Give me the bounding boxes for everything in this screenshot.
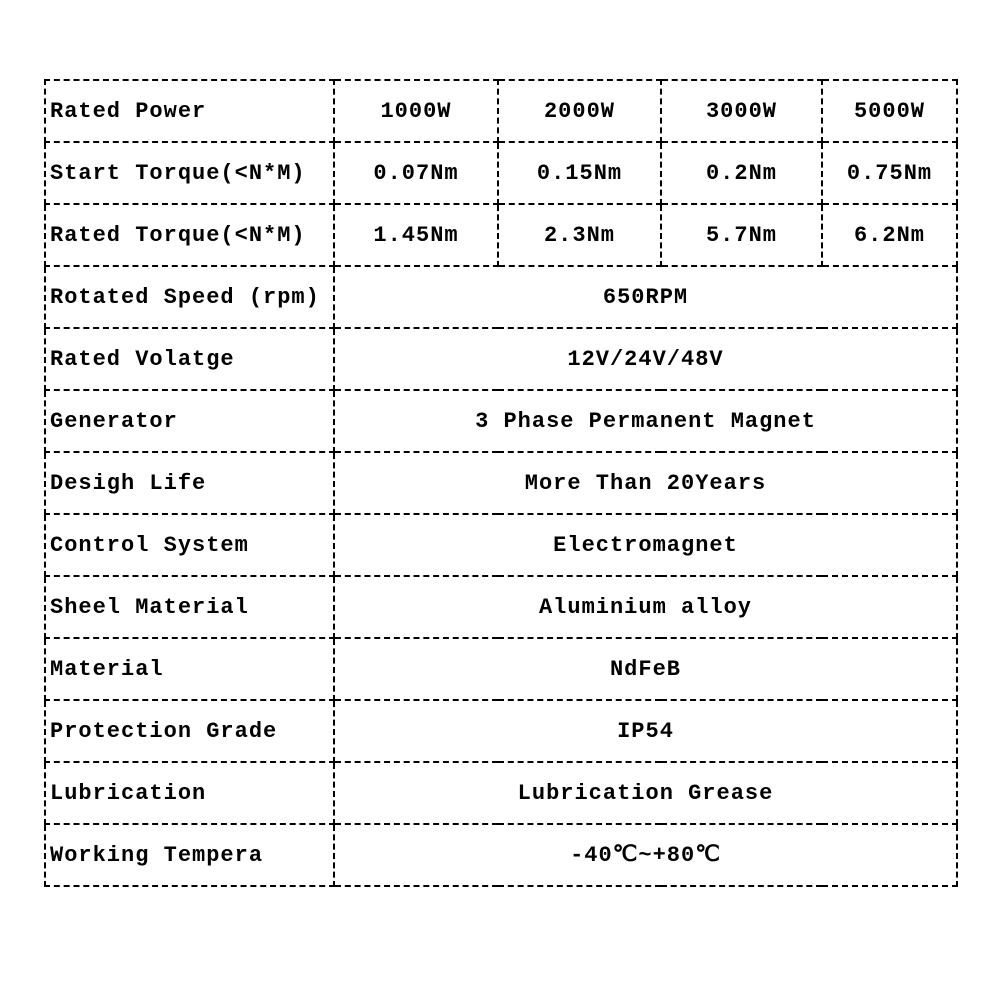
row-label: Material — [44, 637, 335, 701]
row-label: Sheel Material — [44, 575, 335, 639]
spec-table: Rated Power 1000W 2000W 3000W 5000W Star… — [44, 79, 958, 887]
rated-torque-value: 1.45Nm — [333, 203, 499, 267]
table-row-design-life: Desigh Life More Than 20Years — [44, 451, 958, 515]
table-row-protection-grade: Protection Grade IP54 — [44, 699, 958, 763]
row-value: 3 Phase Permanent Magnet — [333, 389, 958, 453]
row-label: Lubrication — [44, 761, 335, 825]
row-value: -40℃~+80℃ — [333, 823, 958, 887]
table-row-start-torque: Start Torque(<N*M) 0.07Nm 0.15Nm 0.2Nm 0… — [44, 141, 958, 205]
row-value: 650RPM — [333, 265, 958, 329]
row-value: Aluminium alloy — [333, 575, 958, 639]
rated-torque-value: 5.7Nm — [660, 203, 823, 267]
row-label: Working Tempera — [44, 823, 335, 887]
row-label: Start Torque(<N*M) — [44, 141, 335, 205]
row-label: Rated Torque(<N*M) — [44, 203, 335, 267]
rated-power-2000w: 2000W — [497, 79, 662, 143]
start-torque-value: 0.2Nm — [660, 141, 823, 205]
row-label: Generator — [44, 389, 335, 453]
row-label: Control System — [44, 513, 335, 577]
rated-torque-value: 2.3Nm — [497, 203, 662, 267]
row-label: Rotated Speed (rpm) — [44, 265, 335, 329]
table-row-lubrication: Lubrication Lubrication Grease — [44, 761, 958, 825]
table-row-rated-torque: Rated Torque(<N*M) 1.45Nm 2.3Nm 5.7Nm 6.… — [44, 203, 958, 267]
rated-power-3000w: 3000W — [660, 79, 823, 143]
table-row-rated-power: Rated Power 1000W 2000W 3000W 5000W — [44, 79, 958, 143]
start-torque-value: 0.15Nm — [497, 141, 662, 205]
row-value: Lubrication Grease — [333, 761, 958, 825]
start-torque-value: 0.75Nm — [821, 141, 958, 205]
start-torque-value: 0.07Nm — [333, 141, 499, 205]
row-label: Desigh Life — [44, 451, 335, 515]
table-row-material: Material NdFeB — [44, 637, 958, 701]
table-row-rotated-speed: Rotated Speed (rpm) 650RPM — [44, 265, 958, 329]
table-row-generator: Generator 3 Phase Permanent Magnet — [44, 389, 958, 453]
table-row-working-temperature: Working Tempera -40℃~+80℃ — [44, 823, 958, 887]
row-label: Rated Power — [44, 79, 335, 143]
row-label: Rated Volatge — [44, 327, 335, 391]
row-value: IP54 — [333, 699, 958, 763]
row-value: More Than 20Years — [333, 451, 958, 515]
row-value: 12V/24V/48V — [333, 327, 958, 391]
rated-power-1000w: 1000W — [333, 79, 499, 143]
table-row-control-system: Control System Electromagnet — [44, 513, 958, 577]
rated-power-5000w: 5000W — [821, 79, 958, 143]
row-label: Protection Grade — [44, 699, 335, 763]
row-value: NdFeB — [333, 637, 958, 701]
row-value: Electromagnet — [333, 513, 958, 577]
table-row-rated-voltage: Rated Volatge 12V/24V/48V — [44, 327, 958, 391]
table-row-shell-material: Sheel Material Aluminium alloy — [44, 575, 958, 639]
rated-torque-value: 6.2Nm — [821, 203, 958, 267]
